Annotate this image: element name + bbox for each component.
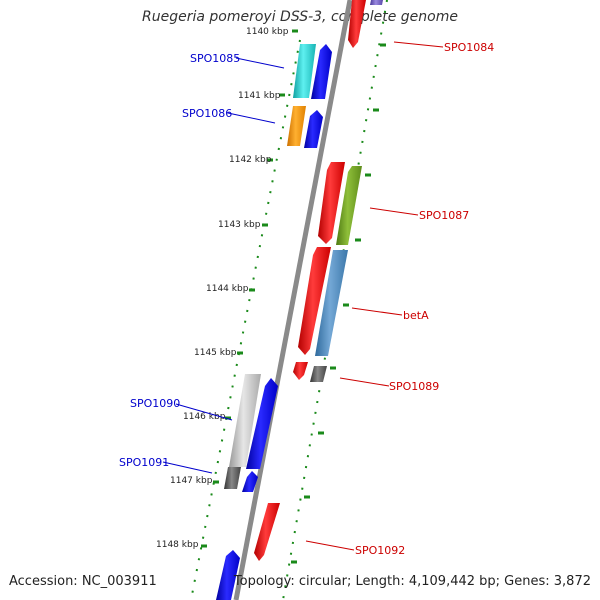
leader-spo1089 — [339, 377, 390, 387]
leader-spo1090 — [175, 403, 233, 421]
scale-label-1146: 1146 kbp — [183, 412, 226, 422]
accession-text: Accession: NC_003911 — [9, 574, 157, 589]
leader-spo1084 — [393, 41, 444, 48]
gene-spo1084[interactable] — [348, 0, 366, 48]
scale-label-1145: 1145 kbp — [194, 348, 237, 358]
gene-spo1086-blue[interactable] — [304, 110, 323, 148]
scale-label-1144: 1144 kbp — [206, 284, 249, 294]
gene-bottom-blue[interactable] — [216, 550, 240, 600]
outer-ticks — [291, 43, 386, 564]
scale-label-1148: 1148 kbp — [156, 540, 199, 550]
scale-label-1141: 1141 kbp — [238, 91, 281, 101]
leader-spo1087 — [369, 207, 419, 216]
gene-spo1086[interactable] — [287, 106, 306, 146]
gene-spo1089-red[interactable] — [293, 362, 308, 380]
label-spo1085: SPO1085 — [190, 52, 240, 65]
scale-label-1142: 1142 kbp — [229, 155, 272, 165]
gene-spo1085-blue[interactable] — [311, 44, 332, 99]
label-spo1090: SPO1090 — [130, 397, 180, 410]
leader-spo1085 — [235, 57, 285, 69]
scale-ticks — [201, 29, 298, 548]
gene-beta[interactable] — [315, 250, 348, 356]
leader-beta — [351, 307, 403, 316]
gene-spo1090[interactable] — [229, 374, 261, 467]
leader-spo1091 — [162, 461, 213, 474]
gene-spo1090-blue[interactable] — [246, 378, 278, 469]
genome-summary-text: Topology: circular; Length: 4,109,442 bp… — [233, 574, 591, 589]
gene-spo1085[interactable] — [293, 44, 316, 98]
label-spo1092: SPO1092 — [355, 544, 405, 557]
inner-dotted-track — [190, 39, 301, 600]
gene-spo1087-red[interactable] — [318, 162, 345, 244]
scale-label-1140: 1140 kbp — [246, 27, 289, 37]
gene-purple-top[interactable] — [370, 0, 383, 5]
gene-spo1091-blue[interactable] — [242, 471, 258, 492]
genome-backbone — [233, 0, 353, 600]
label-spo1089: SPO1089 — [389, 380, 439, 393]
label-beta: betA — [403, 309, 429, 322]
scale-label-1147: 1147 kbp — [170, 476, 213, 486]
leader-spo1086 — [227, 112, 276, 124]
label-spo1091: SPO1091 — [119, 456, 169, 469]
gene-beta-red[interactable] — [298, 247, 331, 355]
page-title: Ruegeria pomeroyi DSS-3, complete genome — [142, 9, 458, 25]
label-spo1084: SPO1084 — [444, 41, 494, 54]
scale-label-1143: 1143 kbp — [218, 220, 261, 230]
label-spo1087: SPO1087 — [419, 209, 469, 222]
gene-spo1087[interactable] — [336, 166, 362, 245]
leader-spo1092 — [305, 540, 355, 551]
outer-dotted-track — [282, 0, 388, 600]
label-spo1086: SPO1086 — [182, 107, 232, 120]
gene-spo1092[interactable] — [254, 503, 280, 561]
gene-spo1089[interactable] — [310, 366, 327, 382]
gene-spo1091[interactable] — [224, 467, 241, 489]
